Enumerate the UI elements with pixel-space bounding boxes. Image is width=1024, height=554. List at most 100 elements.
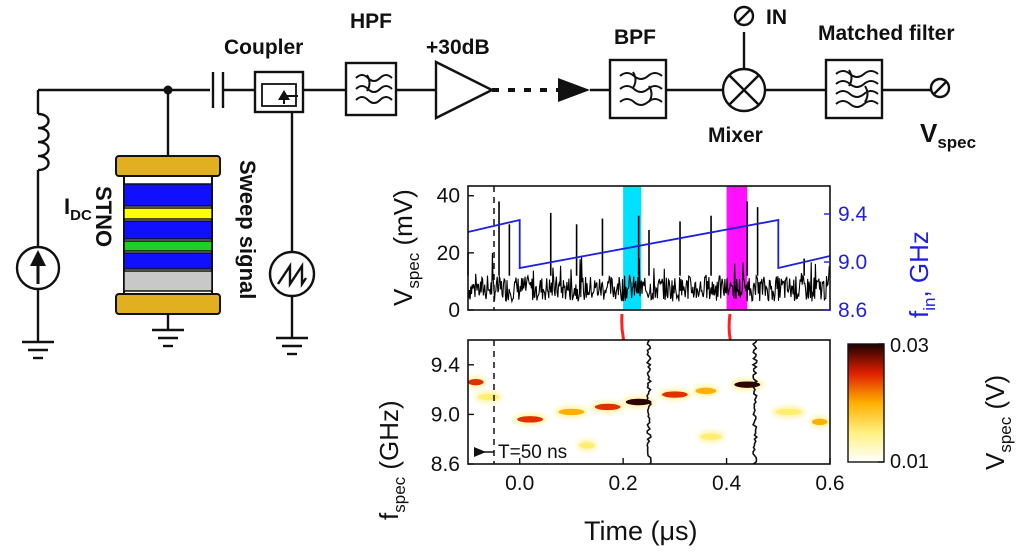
gain-label: +30dB (426, 36, 490, 59)
coupler-arrowhead (278, 90, 290, 100)
period-annotation: T=50 ns (498, 442, 567, 463)
x-tick-label: 0.6 (815, 472, 844, 495)
bottom-ticks: 8.6 9.0 9.4 0.0 0.2 0.4 0.6 (431, 354, 845, 495)
idc-sub: DC (70, 207, 92, 224)
hpf-filter-icon (355, 74, 393, 104)
in-port-slash (737, 9, 751, 23)
colorbar-label-unit: (V) (980, 375, 1010, 417)
right-tick-label: 9.4 (838, 203, 868, 226)
stno-label: STNO (91, 186, 116, 247)
spectrogram-blob (468, 378, 484, 386)
fspec-axis-unit: (GHz) (374, 400, 404, 477)
left-tick-label: 0 (448, 299, 460, 322)
spectrogram-blob (579, 442, 595, 449)
stno-stack (115, 155, 221, 315)
time-trace-chart: 0 20 40 8.6 9.0 9.4 Vspec (mV) fin, GHz (388, 185, 939, 322)
tracking-traces (645, 340, 759, 464)
fin-axis-unit: , GHz (904, 231, 934, 297)
fin-axis-sub: in (920, 298, 939, 311)
fin-sweep-line (467, 218, 831, 270)
colorbar-label-sub: spec (996, 416, 1015, 452)
mixer-cross (728, 74, 760, 106)
right-tick-label: 8.6 (838, 299, 867, 322)
top-plot-frame (467, 185, 831, 311)
colorbar (847, 343, 885, 463)
matched-filter-box (824, 58, 884, 120)
stno-bottom-electrode (115, 293, 221, 315)
spec-y-tick-label: 8.6 (431, 453, 460, 476)
layer-yellow (123, 207, 213, 220)
spectrogram-blob (558, 408, 585, 416)
vspec-output-label: Vspec (920, 118, 976, 152)
fin-axis-main: f (904, 310, 934, 318)
matched-filter-icon (835, 69, 879, 108)
colorbar-label-main: V (980, 452, 1010, 470)
ground-icon-stno (152, 328, 184, 348)
spectrogram-blob (594, 403, 621, 411)
left-tick-label: 40 (437, 185, 460, 208)
layer-green (123, 240, 213, 252)
time-axis-label: Time (μs) (584, 516, 698, 546)
vspec-axis-sub: spec (404, 252, 423, 288)
arrow-icon (558, 78, 590, 102)
idc-main: I (64, 194, 70, 219)
fspec-axis-main: f (374, 512, 404, 520)
vspec-axis-label: Vspec (mV) (388, 189, 423, 306)
ground-icon (22, 340, 54, 360)
hpf-box (344, 61, 398, 117)
sweep-source-icon (268, 250, 316, 298)
layer-gray (123, 270, 213, 292)
right-tick-label: 9.0 (838, 251, 867, 274)
spec-y-tick-label: 9.0 (431, 403, 460, 426)
colorbar-tick-min: 0.01 (890, 451, 929, 473)
circuit: Coupler HPF +30dB BPF IN Mixer Matched f… (15, 5, 976, 360)
vspec-axis-main: V (388, 288, 418, 306)
layer-blue-3 (123, 252, 213, 270)
x-tick-label: 0.4 (712, 472, 742, 495)
top-right-ticks: 8.6 9.0 9.4 (824, 203, 868, 322)
ground-icon-sweep (276, 336, 308, 356)
spectrogram-blob (695, 387, 717, 395)
left-tick-label: 20 (437, 242, 460, 265)
in-label: IN (766, 6, 787, 29)
coupler-label: Coupler (224, 36, 303, 59)
bpf-box (608, 58, 668, 120)
spectrogram-chart: T=50 ns 8.69.09.40.0 0.2 0.4 0.6 fspec (GHz… (374, 335, 1015, 546)
top-left-ticks: 0 20 40 (437, 185, 474, 322)
mixer-label: Mixer (708, 124, 763, 147)
x-tick-label: 0.0 (505, 472, 534, 495)
layer-blue-1 (123, 183, 213, 207)
sawtooth-icon (277, 262, 307, 288)
stno-top-electrode (115, 155, 221, 177)
output-port-slash (933, 81, 947, 95)
spectrogram-blob (625, 398, 652, 406)
spectrogram-blob (811, 418, 828, 426)
vspec-axis-unit: (mV) (388, 189, 418, 253)
fspec-axis-sub: spec (390, 476, 409, 512)
spectrogram-blobs (468, 376, 830, 452)
inductor-icon (37, 112, 50, 172)
vspec-noise-trace (467, 252, 831, 304)
bpf-filter-icon (619, 71, 663, 106)
spectrogram-blob (775, 408, 802, 416)
trace-series (467, 201, 831, 304)
fin-axis-label: fin, GHz (904, 231, 939, 318)
spectrogram-blob (517, 416, 543, 423)
vspec-main: V (920, 118, 938, 148)
hpf-label: HPF (350, 10, 392, 33)
fspec-axis-label: fspec (GHz) (374, 400, 409, 520)
idc-label: IDC (64, 194, 92, 224)
x-tick-label: 0.2 (609, 472, 638, 495)
sweep-signal-label: Sweep signal (235, 160, 260, 299)
spectrogram-blob (661, 391, 688, 398)
spectrogram-blob (700, 433, 722, 440)
spec-y-tick-label: 9.4 (431, 354, 461, 377)
spectrogram-blob (478, 393, 500, 401)
layer-blue-2 (123, 220, 213, 240)
tracking-trace (645, 340, 653, 464)
current-source-arrowhead (30, 250, 46, 266)
tracking-trace (751, 340, 759, 464)
vspec-sub: spec (937, 133, 976, 152)
amplifier-icon (434, 60, 495, 120)
